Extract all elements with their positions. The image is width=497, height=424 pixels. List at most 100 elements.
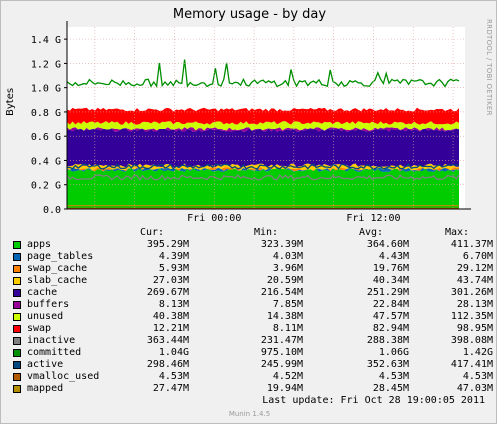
- legend-name: committed: [27, 347, 82, 358]
- legend-value-avg: 28.45M: [372, 383, 409, 394]
- legend-row-mapped: mapped 27.47M 19.94M 28.45M 47.03M: [13, 383, 493, 395]
- chart-area: 0.0 0.2 G 0.4 G 0.6 G 0.8 G 1.0 G 1.2 G 1.4 G Fr…: [31, 21, 471, 224]
- legend-name: vmalloc_used: [27, 371, 100, 382]
- y-tick-label: 0.6 G: [31, 132, 61, 143]
- area-apps: [67, 168, 459, 209]
- legend-name: unused: [27, 311, 64, 322]
- last-update: Last update: Fri Oct 28 19:00:05 2011: [262, 395, 485, 406]
- legend-value-min: 19.94M: [266, 383, 303, 394]
- legend-value-min: 975.10M: [260, 347, 303, 358]
- area-page_tables: [67, 167, 459, 172]
- line-inactive: [66, 174, 460, 182]
- legend-value-cur: 363.44M: [146, 335, 189, 346]
- legend-row-swap: swap 12.21M 8.11M 82.94M 98.95M: [13, 323, 493, 335]
- legend-value-min: 216.54M: [260, 287, 303, 298]
- legend-value-cur: 1.04G: [158, 347, 189, 358]
- legend-swatch: [13, 253, 21, 261]
- legend-value-cur: 4.53M: [158, 371, 189, 382]
- legend-value-min: 3.96M: [272, 263, 303, 274]
- y-tick-label: 1.0 G: [31, 84, 61, 95]
- legend-value-min: 245.99M: [260, 359, 303, 370]
- legend-value-min: 231.47M: [260, 335, 303, 346]
- x-tick-label: Fri 12:00: [346, 213, 400, 224]
- legend-header-cur: Cur:: [140, 227, 165, 238]
- legend-name: swap: [27, 323, 52, 334]
- legend-value-cur: 298.46M: [146, 359, 189, 370]
- legend-value-max: 301.26M: [450, 287, 493, 298]
- legend-value-max: 112.35M: [450, 311, 493, 322]
- legend-value-min: 20.59M: [266, 275, 303, 286]
- legend-value-max: 43.74M: [456, 275, 493, 286]
- legend-row-unused: unused 40.38M 14.38M 47.57M 112.35M: [13, 311, 493, 323]
- legend-value-cur: 4.39M: [158, 251, 189, 262]
- legend-name: slab_cache: [27, 275, 88, 286]
- legend-value-max: 411.37M: [450, 239, 493, 250]
- line-active: [66, 163, 460, 170]
- legend-value-avg: 40.34M: [372, 275, 409, 286]
- legend-value-cur: 269.67M: [146, 287, 189, 298]
- legend-value-cur: 27.47M: [152, 383, 189, 394]
- legend-value-max: 417.41M: [450, 359, 493, 370]
- x-tick-label: Fri 00:00: [187, 213, 241, 224]
- legend-row-page_tables: page_tables 4.39M 4.03M 4.43M 6.70M: [13, 251, 493, 263]
- legend-swatch: [13, 385, 21, 393]
- legend-name: cache: [27, 287, 58, 298]
- legend-name: active: [27, 359, 64, 370]
- munin-version: Munin 1.4.5: [228, 410, 271, 418]
- legend-row-cache: cache 269.67M 216.54M 251.29M 301.26M: [13, 287, 493, 299]
- legend-row-swap_cache: swap_cache 5.93M 3.96M 19.76M 29.12M: [13, 263, 493, 275]
- legend-value-avg: 251.29M: [366, 287, 409, 298]
- legend-value-avg: 47.57M: [372, 311, 409, 322]
- legend-value-avg: 19.76M: [372, 263, 409, 274]
- legend-value-cur: 12.21M: [152, 323, 189, 334]
- legend-row-apps: apps 395.29M 323.39M 364.60M 411.37M: [13, 239, 493, 251]
- legend-value-avg: 82.94M: [372, 323, 409, 334]
- legend-row-active: active 298.46M 245.99M 352.63M 417.41M: [13, 359, 493, 371]
- chart-title: Memory usage - by day: [172, 7, 327, 22]
- area-cache: [67, 128, 459, 168]
- legend-value-avg: 288.38M: [366, 335, 409, 346]
- legend-value-max: 1.42G: [462, 347, 493, 358]
- legend-value-max: 28.13M: [456, 299, 493, 310]
- legend-value-max: 98.95M: [456, 323, 493, 334]
- legend-value-max: 29.12M: [456, 263, 493, 274]
- legend-value-min: 7.85M: [272, 299, 303, 310]
- legend-row-committed: committed 1.04G 975.10M 1.06G 1.42G: [13, 347, 493, 359]
- legend-row-buffers: buffers 8.13M 7.85M 22.84M 28.13M: [13, 299, 493, 311]
- legend-name: inactive: [27, 335, 76, 346]
- legend-swatch: [13, 337, 21, 345]
- area-buffers: [67, 127, 459, 132]
- rrdtool-credit: RRDTOOL / TOBI OETIKER: [485, 19, 493, 116]
- legend-name: swap_cache: [27, 263, 88, 274]
- legend-value-min: 8.11M: [272, 323, 303, 334]
- y-tick-label: 0.4 G: [31, 156, 61, 167]
- y-tick-label: 0.2 G: [31, 181, 61, 192]
- legend-swatch: [13, 373, 21, 381]
- y-tick-label: 0.0: [43, 205, 61, 216]
- legend-name: buffers: [27, 299, 70, 310]
- legend-name: apps: [27, 239, 52, 250]
- legend-header-avg: Avg:: [359, 227, 384, 238]
- legend-value-cur: 5.93M: [158, 263, 189, 274]
- legend-value-max: 6.70M: [462, 251, 493, 262]
- legend-swatch: [13, 265, 21, 273]
- legend-swatch: [13, 241, 21, 249]
- legend-value-avg: 364.60M: [366, 239, 409, 250]
- legend-swatch: [13, 361, 21, 369]
- legend-value-avg: 22.84M: [372, 299, 409, 310]
- legend-row-slab_cache: slab_cache 27.03M 20.59M 40.34M 43.74M: [13, 275, 493, 287]
- legend-header-max: Max:: [445, 227, 470, 238]
- legend-value-max: 47.03M: [456, 383, 493, 394]
- legend-row-inactive: inactive 363.44M 231.47M 288.38M 398.08M: [13, 335, 493, 347]
- y-tick-label: 1.4 G: [31, 35, 61, 46]
- legend-value-cur: 27.03M: [152, 275, 189, 286]
- legend-row-vmalloc_used: vmalloc_used 4.53M 4.52M 4.53M 4.53M: [13, 371, 493, 383]
- legend-value-avg: 4.43M: [378, 251, 409, 262]
- legend-value-avg: 1.06G: [378, 347, 409, 358]
- legend-value-avg: 352.63M: [366, 359, 409, 370]
- legend-swatch: [13, 349, 21, 357]
- legend-swatch: [13, 313, 21, 321]
- legend-value-avg: 4.53M: [378, 371, 409, 382]
- legend-swatch: [13, 277, 21, 285]
